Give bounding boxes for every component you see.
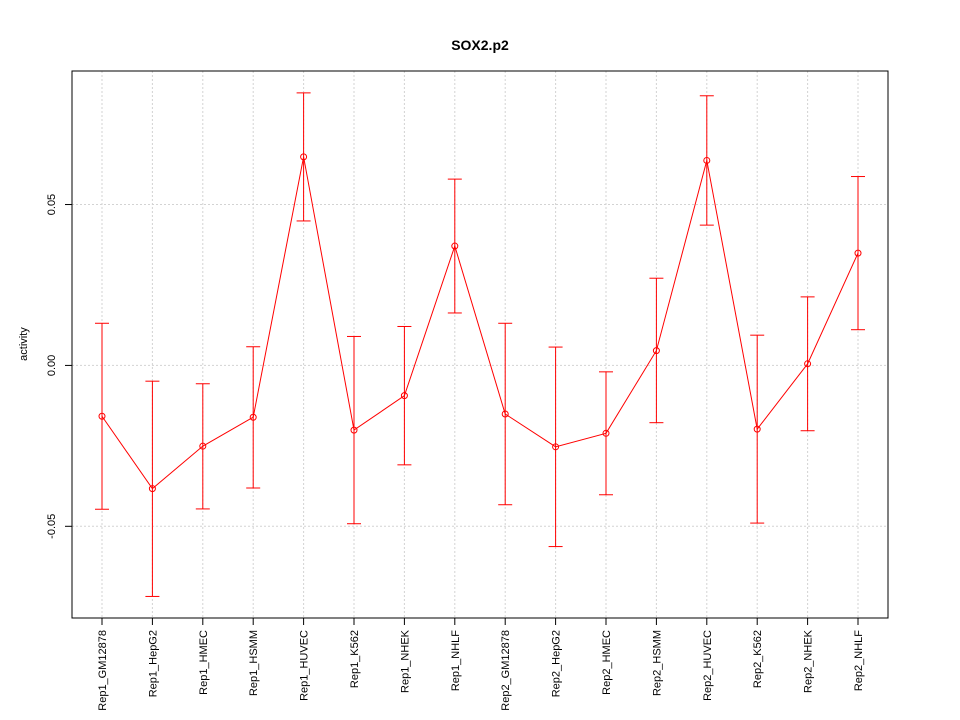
y-tick-label: 0.00: [46, 355, 58, 376]
data-point: [753, 425, 761, 433]
x-tick-label: Rep2_HSMM: [651, 630, 663, 696]
x-tick-label: Rep1_GM12878: [97, 630, 109, 711]
data-point: [854, 249, 862, 257]
data-marks: [95, 92, 865, 597]
series-line: [101, 156, 859, 490]
x-tick-label: Rep1_HMEC: [198, 630, 210, 695]
x-tick-label: Rep1_HepG2: [147, 630, 159, 697]
data-point: [451, 242, 459, 250]
data-point: [199, 442, 207, 450]
x-tick-label: Rep1_K562: [349, 630, 361, 688]
data-point: [300, 153, 308, 161]
x-tick-label: Rep1_HUVEC: [299, 630, 311, 701]
x-axis: Rep1_GM12878 Rep1_HepG2 Rep1_HMEC Rep1_HSMM…: [97, 618, 865, 711]
chart-title: SOX2.p2: [451, 37, 509, 53]
x-tick-label: Rep1_HSMM: [248, 630, 260, 696]
data-point: [552, 443, 560, 451]
x-tick-label: Rep1_NHLF: [450, 630, 462, 691]
data-point: [703, 156, 711, 164]
data-point: [652, 347, 660, 355]
data-point: [98, 412, 106, 420]
plot-frame: [71, 70, 889, 619]
x-tick-label: Rep2_HepG2: [551, 630, 563, 697]
data-point: [602, 429, 610, 437]
data-point: [501, 410, 509, 418]
data-point: [400, 392, 408, 400]
x-tick-label: Rep2_HMEC: [601, 630, 613, 695]
data-point: [148, 485, 156, 493]
data-point: [804, 360, 812, 368]
x-tick-label: Rep2_NHLF: [853, 630, 865, 691]
x-tick-label: Rep2_K562: [752, 630, 764, 688]
grid: [72, 71, 888, 618]
y-axis-label: activity: [18, 327, 30, 361]
x-tick-label: Rep2_NHEK: [803, 629, 815, 693]
y-tick-label: -0.05: [46, 514, 58, 539]
x-tick-label: Rep1_NHEK: [399, 629, 411, 693]
data-point: [249, 413, 257, 421]
y-axis: -0.05 0.00 0.05: [46, 194, 72, 539]
x-tick-label: Rep2_GM12878: [500, 630, 512, 711]
y-tick-label: 0.05: [46, 194, 58, 215]
data-point: [350, 426, 358, 434]
x-tick-label: Rep2_HUVEC: [702, 630, 714, 701]
